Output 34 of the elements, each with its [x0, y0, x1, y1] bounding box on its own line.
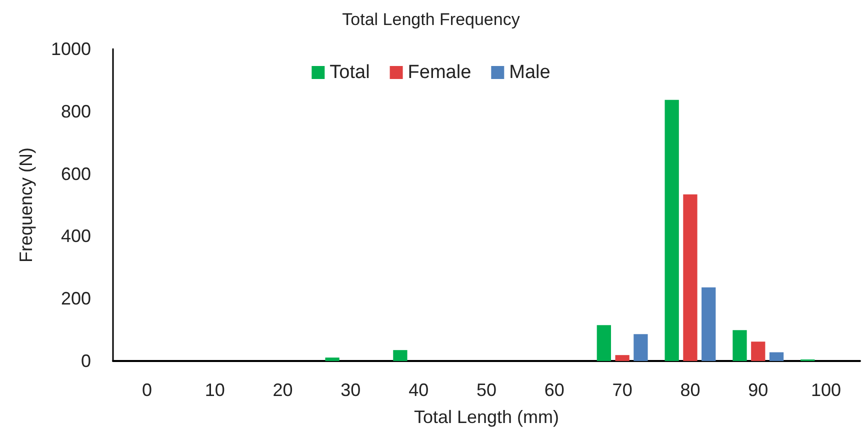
bar	[596, 325, 611, 361]
x-tick-label: 20	[272, 380, 293, 400]
x-tick-label: 50	[476, 380, 497, 400]
x-tick-label: 90	[748, 380, 768, 400]
x-tick-label: 40	[408, 380, 429, 400]
x-tick-label: 100	[811, 380, 842, 400]
x-tick-label: 70	[612, 380, 632, 400]
x-tick-label: 60	[544, 380, 564, 400]
bar	[769, 352, 784, 361]
y-tick-label: 600	[60, 164, 91, 184]
x-axis-title: Total Length (mm)	[414, 407, 560, 427]
legend-label: Male	[509, 62, 550, 83]
chart-title: Total Length Frequency	[342, 10, 520, 29]
bar	[393, 350, 408, 361]
x-tick-label: 0	[142, 380, 152, 400]
y-tick-label: 0	[80, 351, 91, 371]
y-axis-title: Frequency (N)	[16, 147, 36, 263]
bar	[325, 358, 340, 361]
legend-label: Female	[408, 62, 472, 83]
y-tick-label: 1000	[50, 39, 91, 59]
x-tick-label: 30	[340, 380, 361, 400]
y-tick-label: 200	[60, 288, 91, 309]
bar	[751, 342, 766, 361]
x-tick-label: 80	[680, 380, 700, 400]
y-tick-label: 800	[60, 101, 91, 122]
x-tick-label: 10	[204, 380, 225, 400]
legend-label: Total	[330, 62, 370, 83]
bar	[683, 194, 698, 361]
bar	[664, 100, 679, 361]
bar	[732, 330, 747, 361]
bar	[615, 355, 630, 361]
y-tick-label: 400	[60, 226, 91, 246]
bar	[702, 287, 716, 361]
bar	[634, 334, 648, 361]
